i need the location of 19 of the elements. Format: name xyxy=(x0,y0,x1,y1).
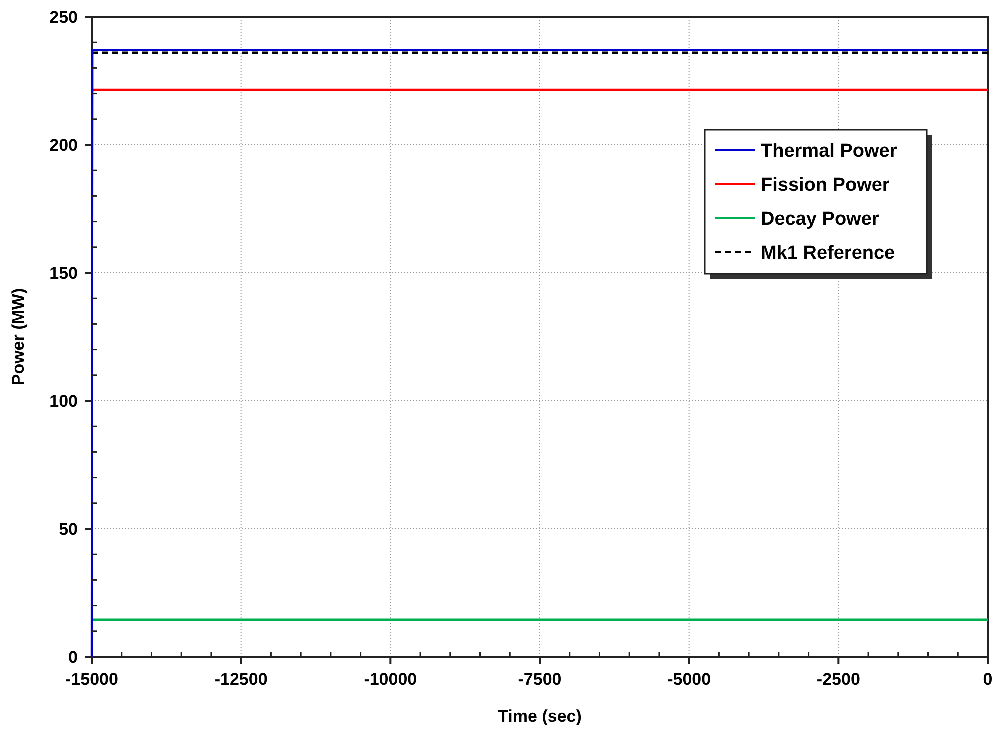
legend-label: Decay Power xyxy=(761,209,880,230)
x-tick-label: -2500 xyxy=(816,670,860,689)
y-axis-title: Power (MW) xyxy=(9,288,28,386)
y-tick-label: 0 xyxy=(68,648,78,667)
y-tick-label: 150 xyxy=(50,264,78,283)
x-tick-label: -12500 xyxy=(214,670,268,689)
x-axis-title: Time (sec) xyxy=(498,707,582,726)
x-tick-label: -7500 xyxy=(518,670,562,689)
y-tick-label: 100 xyxy=(50,392,78,411)
y-tick-label: 250 xyxy=(50,8,78,27)
legend-label: Fission Power xyxy=(761,175,890,196)
legend-label: Thermal Power xyxy=(761,141,898,162)
y-tick-label: 50 xyxy=(59,520,78,539)
x-tick-label: -15000 xyxy=(66,670,118,689)
x-tick-label: -10000 xyxy=(364,670,418,689)
y-tick-label: 200 xyxy=(50,136,78,155)
x-tick-label: 0 xyxy=(983,670,993,689)
x-tick-label: -5000 xyxy=(668,670,712,689)
legend-label: Mk1 Reference xyxy=(761,243,896,264)
